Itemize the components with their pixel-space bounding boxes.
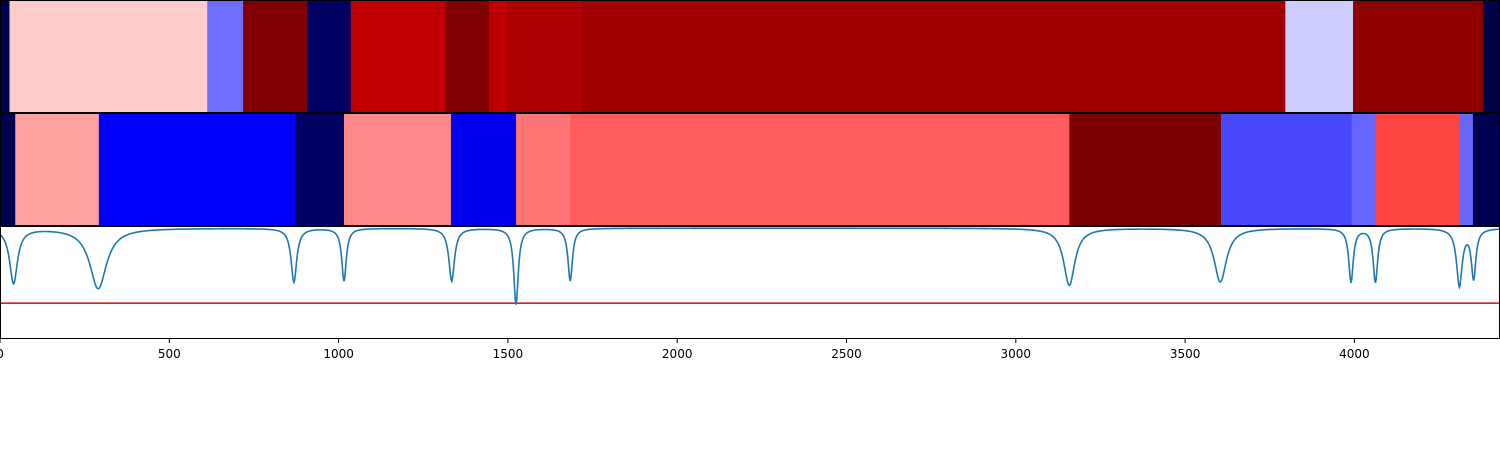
heatmap-top-segment-4 [307,1,352,113]
heatmap-top-segment-12 [1483,1,1500,113]
heatmap-bottom-segment-9 [1220,114,1353,226]
signal-line [0,227,1500,305]
heatmap-top-segment-0 [0,1,11,113]
x-tick-label-0: 0 [0,347,4,361]
heatmap-bottom-segment-0 [0,114,16,226]
heatmap-top-segment-10 [1285,1,1354,113]
heatmap-bottom-segment-1 [15,114,100,226]
x-tick-label-4000: 4000 [1339,347,1370,361]
heatmap-bottom-segment-13 [1472,114,1500,226]
heatmap-top-segment-2 [207,1,244,113]
heatmap-top [0,1,1500,113]
heatmap-bottom [0,114,1500,226]
heatmap-top-segment-6 [445,1,490,113]
heatmap-top-segment-7 [488,1,508,113]
x-tick-label-1500: 1500 [493,347,524,361]
x-tick-label-2500: 2500 [831,347,862,361]
x-tick-label-2000: 2000 [662,347,693,361]
heatmap-bottom-segment-10 [1351,114,1376,226]
heatmap-top-segment-8 [506,1,583,113]
heatmap-bottom-segment-12 [1460,114,1474,226]
heatmap-bottom-segment-3 [295,114,345,226]
x-axis: 0 500 1000 1500 2000 2500 3000 3500 4000 [0,339,1370,361]
line-plot [0,227,1500,305]
heatmap-bottom-segment-6 [516,114,571,226]
heatmap-bottom-segment-7 [570,114,1070,226]
x-tick-label-1000: 1000 [323,347,354,361]
heatmap-top-segment-1 [9,1,208,113]
x-tick-label-3000: 3000 [1001,347,1032,361]
heatmap-top-segment-9 [581,1,1286,113]
heatmap-bottom-segment-5 [451,114,517,226]
line-plot-frame [0,226,1500,339]
heatmap-bottom-segment-4 [344,114,452,226]
heatmap-top-segment-5 [350,1,447,113]
x-tick-label-3500: 3500 [1170,347,1201,361]
heatmap-bottom-segment-8 [1069,114,1222,226]
heatmap-top-segment-11 [1353,1,1484,113]
heatmap-bottom-segment-11 [1375,114,1461,226]
heatmap-top-segment-3 [243,1,309,113]
x-tick-label-500: 500 [158,347,181,361]
heatmap-bottom-segment-2 [98,114,296,226]
